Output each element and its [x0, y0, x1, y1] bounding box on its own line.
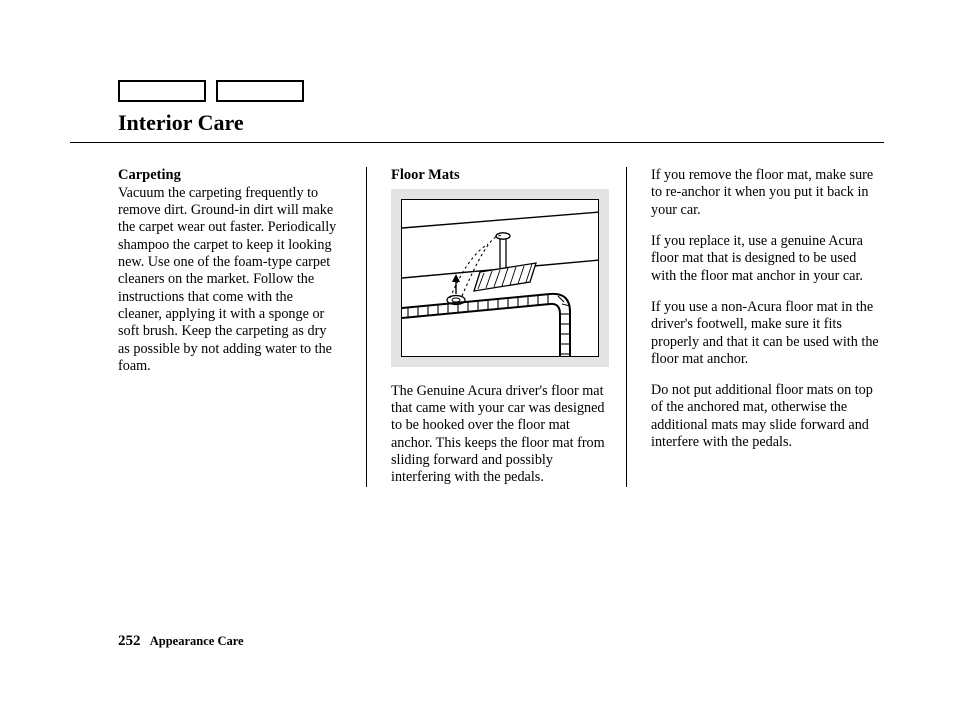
- floor-mat-diagram-icon: [402, 200, 599, 357]
- placeholder-box: [216, 80, 304, 102]
- illustration-frame: [391, 189, 609, 367]
- col3-p4: Do not put additional floor mats on top …: [651, 382, 884, 451]
- floor-mat-anchor-illustration: [401, 199, 599, 357]
- carpeting-heading: Carpeting: [118, 167, 181, 183]
- col3-p3: If you use a non-Acura floor mat in the …: [651, 299, 884, 368]
- column-3: If you remove the floor mat, make sure t…: [626, 167, 884, 487]
- placeholder-box: [118, 80, 206, 102]
- page-title: Interior Care: [118, 110, 884, 136]
- col3-p1: If you remove the floor mat, make sure t…: [651, 167, 884, 219]
- page-number: 252: [118, 633, 141, 649]
- horizontal-rule: [70, 142, 884, 143]
- page-footer: 252 Appearance Care: [118, 633, 244, 650]
- column-1: Carpeting Vacuum the carpeting frequently…: [118, 167, 366, 487]
- content-columns: Carpeting Vacuum the carpeting frequently…: [118, 167, 884, 487]
- carpeting-paragraph: Carpeting Vacuum the carpeting frequently…: [118, 167, 338, 375]
- carpeting-body: Vacuum the carpeting frequently to remov…: [118, 185, 336, 374]
- column-2: Floor Mats: [366, 167, 626, 487]
- floor-mats-heading: Floor Mats: [391, 167, 606, 185]
- floor-mats-caption: The Genuine Acura driver's floor mat tha…: [391, 383, 606, 487]
- top-placeholder-boxes: [118, 80, 884, 102]
- manual-page: Interior Care Carpeting Vacuum the carpet…: [0, 0, 954, 710]
- col3-p2: If you replace it, use a genuine Acura f…: [651, 233, 884, 285]
- section-name: Appearance Care: [150, 634, 244, 648]
